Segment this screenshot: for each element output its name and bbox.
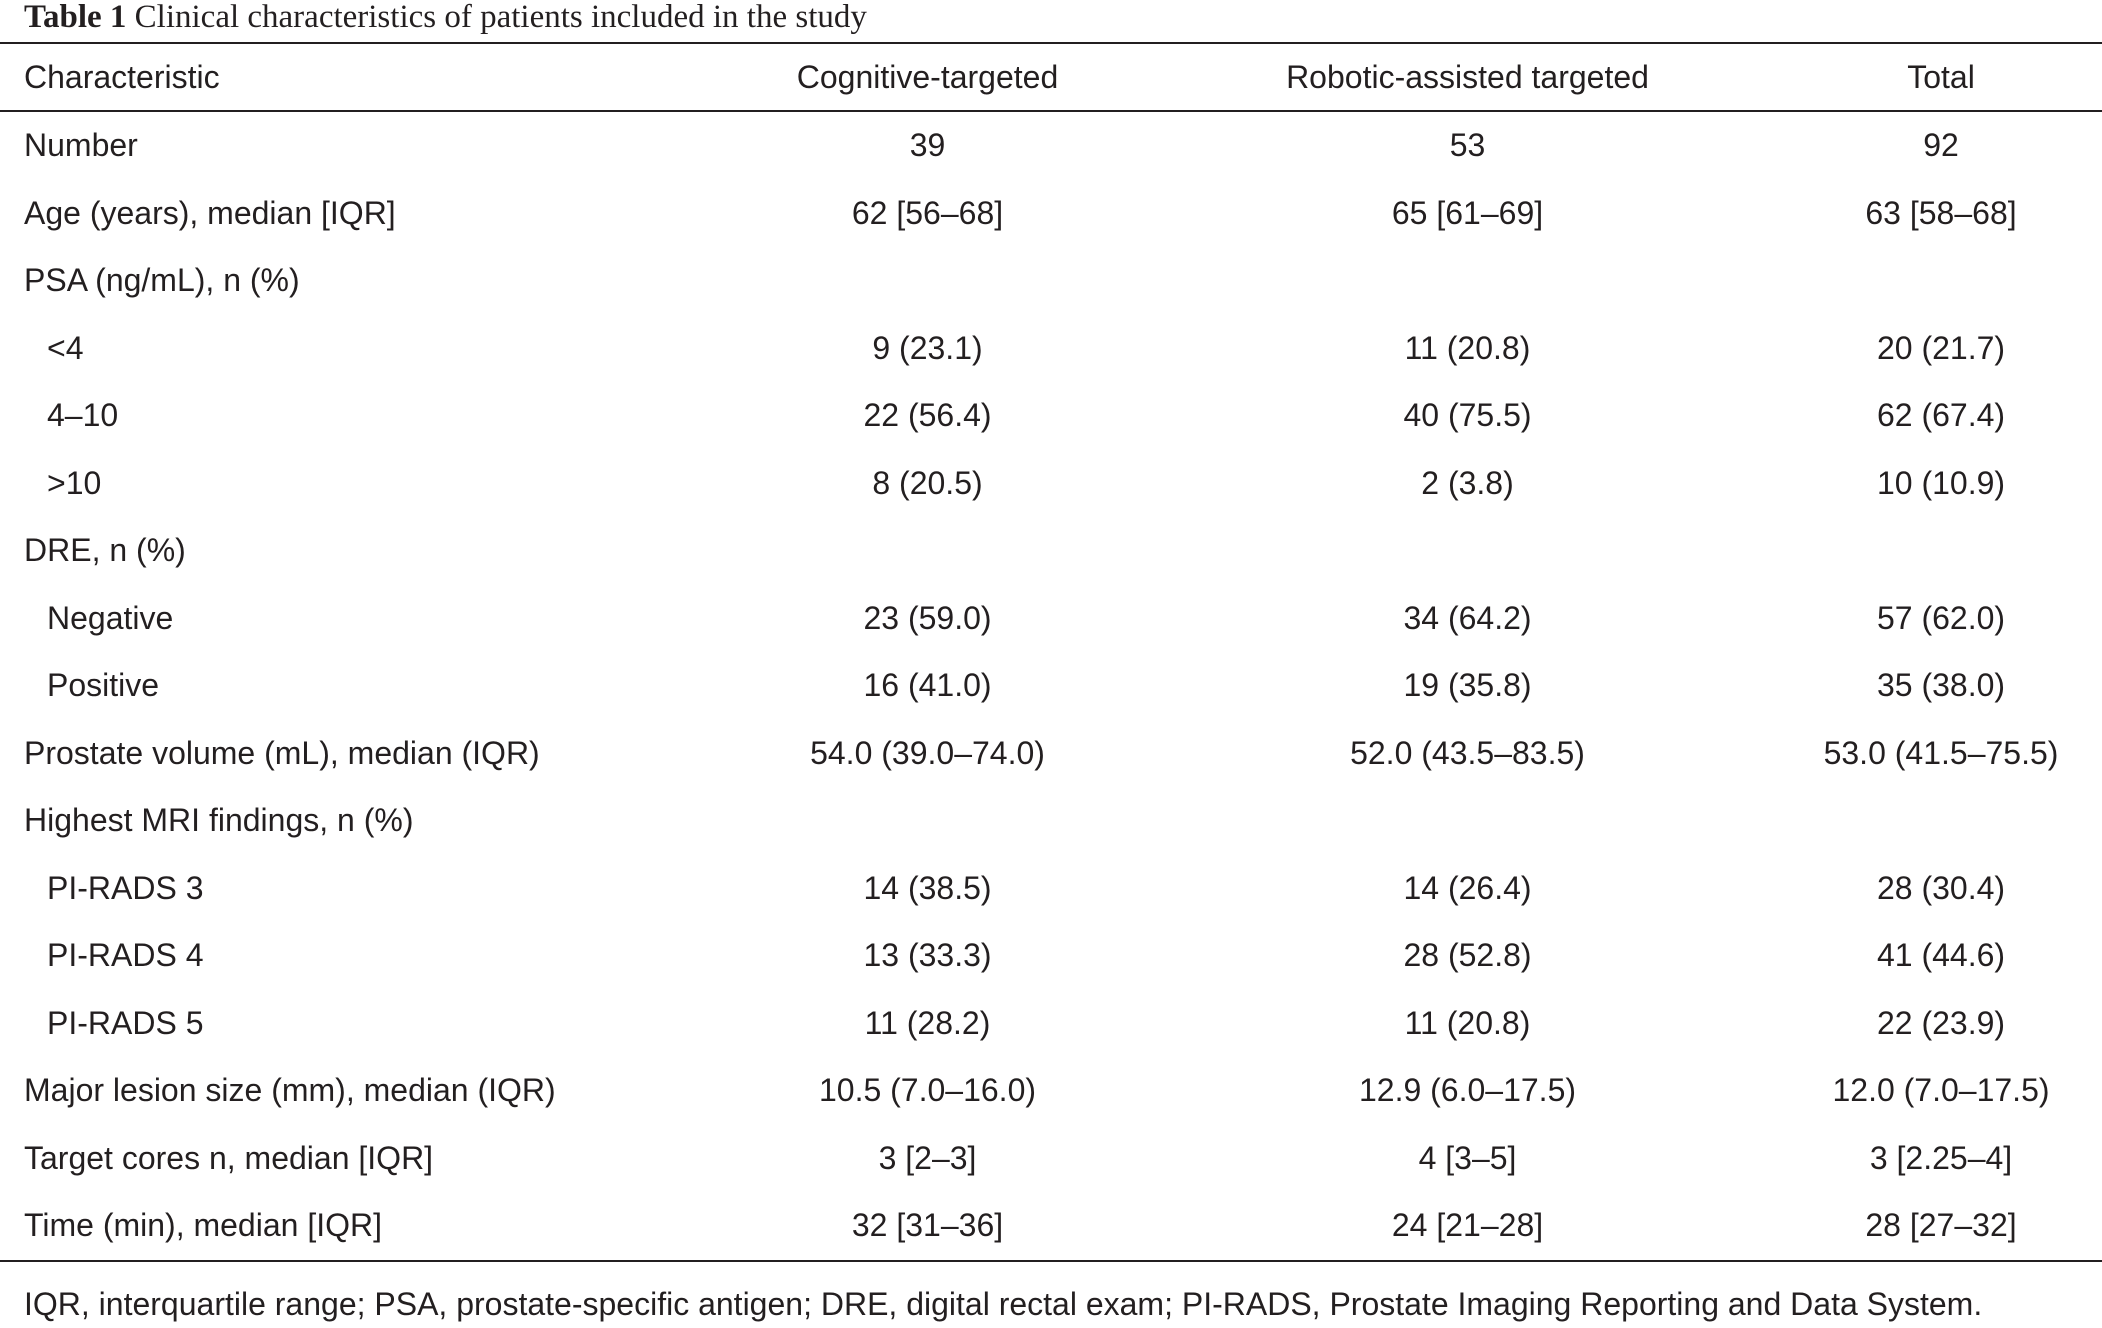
- cell-total: 12.0 (7.0–17.5): [1832, 1072, 2050, 1109]
- cell-cognitive-targeted: 39: [909, 127, 946, 164]
- row-label: PI-RADS 5: [47, 1004, 204, 1041]
- cell-cognitive-targeted: [700, 787, 1155, 855]
- cell-robotic-assisted-targeted: 52.0 (43.5–83.5): [1350, 734, 1585, 771]
- cell-cognitive-targeted: 8 (20.5): [872, 464, 983, 501]
- cell-robotic-assisted-targeted: 19 (35.8): [1403, 667, 1532, 704]
- table-row: Age (years), median [IQR] 62 [56–68] 65 [6…: [0, 180, 2102, 248]
- cell-robotic-assisted-targeted: [1155, 517, 1780, 585]
- row-label: >10: [47, 464, 102, 501]
- row-label: PI-RADS 4: [47, 937, 204, 974]
- table-caption-text: Clinical characteristics of patients inc…: [134, 0, 867, 35]
- cell-robotic-assisted-targeted: [1155, 787, 1780, 855]
- cell-robotic-assisted-targeted: 2 (3.8): [1421, 464, 1514, 501]
- cell-cognitive-targeted: [700, 517, 1155, 585]
- cell-total: [1780, 517, 2102, 585]
- table-row: PSA (ng/mL), n (%): [0, 247, 2102, 315]
- cell-robotic-assisted-targeted: 28 (52.8): [1403, 937, 1532, 974]
- table-row: <4 9 (23.1) 11 (20.8) 20 (21.7): [0, 315, 2102, 383]
- cell-cognitive-targeted: 22 (56.4): [863, 397, 992, 434]
- row-label: PSA (ng/mL), n (%): [24, 262, 300, 299]
- cell-robotic-assisted-targeted: 65 [61–69]: [1391, 194, 1544, 231]
- cell-robotic-assisted-targeted: 14 (26.4): [1403, 869, 1532, 906]
- cell-robotic-assisted-targeted: [1155, 247, 1780, 315]
- cell-cognitive-targeted: 32 [31–36]: [851, 1207, 1004, 1244]
- table-row: Target cores n, median [IQR] 3 [2–3] 4 [3–…: [0, 1125, 2102, 1193]
- cell-total: 92: [1923, 127, 1959, 164]
- cell-cognitive-targeted: 16 (41.0): [863, 667, 992, 704]
- cell-total: 28 (30.4): [1876, 869, 2006, 906]
- table-row: >10 8 (20.5) 2 (3.8) 10 (10.9): [0, 450, 2102, 518]
- table-row: Prostate volume (mL), median (IQR) 54.0 (…: [0, 720, 2102, 788]
- row-label: PI-RADS 3: [47, 869, 204, 906]
- cell-cognitive-targeted: 9 (23.1): [872, 329, 983, 366]
- row-label: Prostate volume (mL), median (IQR): [24, 734, 540, 771]
- cell-robotic-assisted-targeted: 34 (64.2): [1403, 599, 1532, 636]
- cell-total: 3 [2.25–4]: [1869, 1139, 2013, 1176]
- cell-robotic-assisted-targeted: 24 [21–28]: [1391, 1207, 1544, 1244]
- cell-cognitive-targeted: 3 [2–3]: [878, 1139, 977, 1176]
- table-row: Highest MRI findings, n (%): [0, 787, 2102, 855]
- cell-total: 20 (21.7): [1876, 329, 2006, 366]
- table-row: Positive 16 (41.0) 19 (35.8) 35 (38.0): [0, 652, 2102, 720]
- cell-robotic-assisted-targeted: 4 [3–5]: [1418, 1139, 1517, 1176]
- header-characteristic: Characteristic: [24, 58, 220, 95]
- cell-robotic-assisted-targeted: 12.9 (6.0–17.5): [1358, 1072, 1577, 1109]
- row-label: Age (years), median [IQR]: [24, 194, 396, 231]
- table-header-row: Characteristic Cognitive-targeted Roboti…: [0, 43, 2102, 111]
- cell-cognitive-targeted: 23 (59.0): [863, 599, 992, 636]
- row-label: Negative: [47, 599, 174, 636]
- table-row: Major lesion size (mm), median (IQR) 10.5…: [0, 1057, 2102, 1125]
- cell-total: 53.0 (41.5–75.5): [1823, 734, 2059, 771]
- table-footnote: IQR, interquartile range; PSA, prostate-…: [24, 1286, 1983, 1322]
- cell-robotic-assisted-targeted: 11 (20.8): [1404, 1004, 1531, 1041]
- table-row: Time (min), median [IQR] 32 [31–36] 24 [21…: [0, 1192, 2102, 1261]
- table-row: 4–10 22 (56.4) 40 (75.5) 62 (67.4): [0, 382, 2102, 450]
- cell-cognitive-targeted: 11 (28.2): [864, 1004, 991, 1041]
- row-label: Highest MRI findings, n (%): [24, 802, 414, 839]
- cell-total: 57 (62.0): [1876, 599, 2006, 636]
- header-cognitive-targeted: Cognitive-targeted: [796, 58, 1059, 95]
- header-total: Total: [1907, 58, 1975, 95]
- cell-total: [1780, 247, 2102, 315]
- row-label: Positive: [47, 667, 160, 704]
- cell-robotic-assisted-targeted: 11 (20.8): [1404, 329, 1531, 366]
- row-label: Target cores n, median [IQR]: [24, 1139, 434, 1176]
- table-body: Number 39 53 92 Age (years), median [IQR] 62 …: [0, 111, 2102, 1261]
- cell-cognitive-targeted: 54.0 (39.0–74.0): [810, 734, 1045, 771]
- table-row: DRE, n (%): [0, 517, 2102, 585]
- cell-robotic-assisted-targeted: 53: [1449, 127, 1486, 164]
- header-robotic-assisted-targeted: Robotic-assisted targeted: [1286, 58, 1649, 95]
- row-label: <4: [47, 329, 84, 366]
- cell-cognitive-targeted: 13 (33.3): [863, 937, 992, 974]
- row-label: Major lesion size (mm), median (IQR): [24, 1072, 556, 1109]
- cell-total: 28 [27–32]: [1865, 1207, 2017, 1244]
- table-row: Number 39 53 92: [0, 111, 2102, 180]
- table-row: PI-RADS 3 14 (38.5) 14 (26.4) 28 (30.4): [0, 855, 2102, 923]
- table-row: PI-RADS 4 13 (33.3) 28 (52.8) 41 (44.6): [0, 922, 2102, 990]
- cell-total: 22 (23.9): [1876, 1004, 2006, 1041]
- cell-total: [1780, 787, 2102, 855]
- clinical-characteristics-table: Characteristic Cognitive-targeted Roboti…: [0, 42, 2102, 1262]
- cell-cognitive-targeted: 10.5 (7.0–16.0): [818, 1072, 1037, 1109]
- table-row: Negative 23 (59.0) 34 (64.2) 57 (62.0): [0, 585, 2102, 653]
- table-row: PI-RADS 5 11 (28.2) 11 (20.8) 22 (23.9): [0, 990, 2102, 1058]
- cell-total: 41 (44.6): [1876, 937, 2006, 974]
- row-label: DRE, n (%): [24, 532, 186, 569]
- cell-total: 63 [58–68]: [1865, 194, 2017, 231]
- row-label: Number: [24, 127, 138, 164]
- row-label: 4–10: [47, 397, 119, 434]
- table-caption-label: Table 1: [24, 0, 127, 35]
- cell-cognitive-targeted: 14 (38.5): [863, 869, 992, 906]
- cell-total: 35 (38.0): [1876, 667, 2006, 704]
- cell-total: 10 (10.9): [1876, 464, 2006, 501]
- cell-robotic-assisted-targeted: 40 (75.5): [1403, 397, 1532, 434]
- table-caption: Table 1 Clinical characteristics of pati…: [24, 0, 867, 40]
- cell-total: 62 (67.4): [1876, 397, 2006, 434]
- cell-cognitive-targeted: 62 [56–68]: [851, 194, 1004, 231]
- row-label: Time (min), median [IQR]: [24, 1207, 382, 1244]
- cell-cognitive-targeted: [700, 247, 1155, 315]
